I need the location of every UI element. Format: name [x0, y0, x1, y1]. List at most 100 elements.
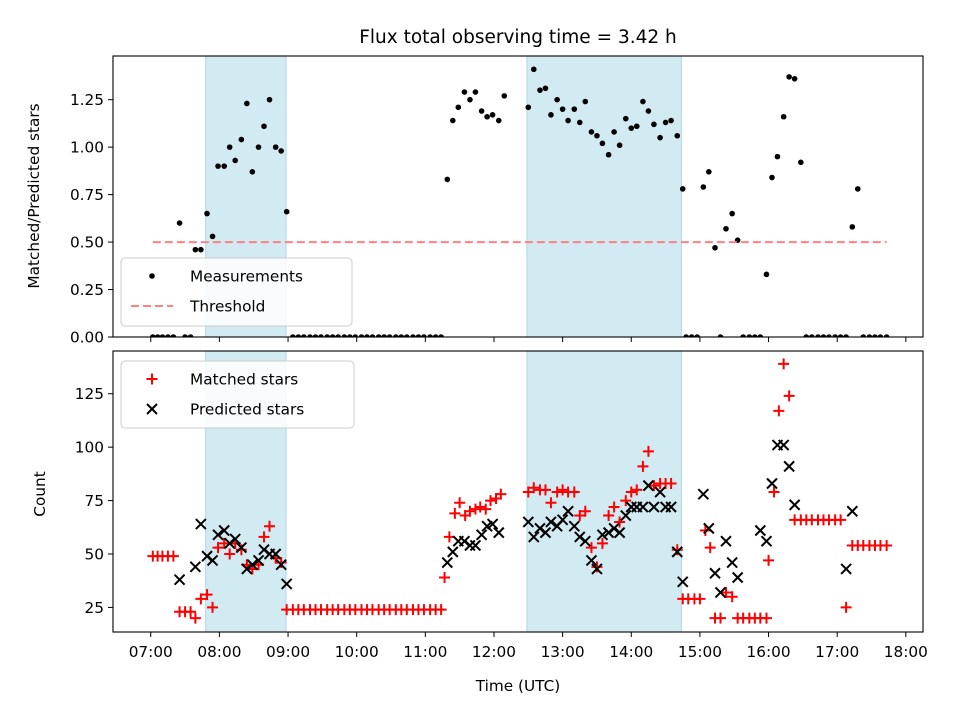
y-tick-label: 50 — [85, 546, 104, 564]
matched-stars-point — [631, 484, 643, 496]
measurements-point — [198, 246, 204, 253]
predicted-stars-point — [642, 479, 655, 492]
matched-stars-point — [579, 505, 591, 517]
measurements-point — [221, 163, 228, 169]
matched-stars-point — [671, 544, 683, 556]
measurements-point — [335, 334, 341, 337]
matched-stars-point — [568, 486, 580, 498]
measurements-point — [808, 334, 815, 337]
predicted-stars-point — [212, 529, 224, 541]
measurements-point — [605, 151, 612, 158]
measurements-point — [674, 132, 681, 139]
measurements-point — [820, 334, 827, 337]
bottom-panel: 07:00 08:00 09:00 10:00 11:00 12:00 13:00 14:00… — [75, 350, 928, 661]
measurements-point — [542, 85, 549, 92]
predicted-stars-point — [275, 558, 287, 571]
predicted-stars-point — [720, 535, 732, 547]
measurements-point — [700, 184, 707, 190]
measurements-point — [525, 104, 532, 111]
predicted-stars-point — [620, 509, 632, 522]
measurements-point — [657, 134, 663, 141]
matched-stars-point — [201, 589, 213, 601]
measurements-point — [537, 87, 543, 93]
y-tick-label: 25 — [85, 599, 104, 617]
matched-stars-point — [768, 486, 780, 498]
predicted-stars-point — [697, 488, 710, 500]
measurements-point — [645, 108, 652, 114]
measurements-point — [295, 334, 302, 337]
measurements-point — [640, 98, 646, 105]
measurements-point — [341, 334, 348, 337]
y-tick-label: 1.00 — [70, 139, 104, 157]
legend-label-predicted-stars: Predicted stars — [190, 401, 304, 419]
measurements-point — [752, 334, 758, 337]
matched-stars-point — [449, 507, 461, 519]
predicted-stars-point — [760, 535, 773, 547]
top-panel: 0.00 0.25 0.50 0.75 1.00 1.25 Measurements Thre… — [70, 55, 924, 347]
measurements-point — [662, 119, 669, 126]
matched-stars-point — [625, 486, 637, 498]
predicted-stars-point — [766, 477, 778, 490]
predicted-stars-point — [677, 576, 689, 588]
matched-stars-point — [614, 516, 626, 528]
measurements-point — [427, 334, 433, 337]
y-tick-label: 0.50 — [70, 234, 104, 252]
measurements-point — [232, 157, 238, 164]
matched-stars-point — [694, 593, 706, 605]
measurements-point — [872, 334, 878, 337]
measurements-point — [159, 334, 166, 337]
measurements-point — [651, 121, 657, 128]
predicted-stars-point — [195, 518, 207, 530]
measurements-point — [843, 334, 849, 337]
predicted-stars-point — [783, 460, 795, 473]
measurements-point — [154, 334, 161, 337]
measurements-point — [688, 334, 695, 337]
matched-stars-point — [218, 537, 230, 549]
predicted-stars-point — [637, 501, 649, 513]
measurements-point — [364, 334, 370, 337]
measurements-point — [244, 100, 250, 107]
measurements-point — [780, 113, 787, 120]
measurements-point — [622, 115, 629, 122]
measurements-point — [706, 169, 712, 175]
measurements-point — [786, 74, 792, 80]
chart-title: Flux total observing time = 3.42 h — [359, 27, 677, 48]
predicted-stars-point — [596, 529, 609, 541]
measurements-point — [815, 334, 821, 337]
y-tick-label: 0.25 — [70, 281, 104, 299]
measurements-point — [386, 334, 393, 337]
measurements-point — [249, 169, 256, 175]
measurements-point — [565, 117, 571, 124]
predicted-stars-point — [464, 539, 476, 552]
measurements-point — [774, 153, 781, 160]
x-axis-label: Time (UTC) — [475, 677, 561, 695]
x-tick-label: 13:00 — [541, 643, 585, 661]
matched-stars-point — [835, 514, 847, 526]
measurements-point — [763, 271, 770, 278]
predicted-stars-point — [777, 439, 790, 451]
y-tick-label: 1.25 — [70, 91, 104, 109]
predicted-stars-point — [556, 514, 569, 526]
predicted-stars-point — [252, 554, 265, 567]
x-tick-label: 08:00 — [197, 643, 241, 661]
predicted-stars-point — [486, 518, 499, 530]
measurements-point — [238, 136, 245, 143]
legend-label-threshold: Threshold — [189, 298, 265, 316]
predicted-stars-point — [788, 499, 801, 511]
measurements-point — [860, 334, 867, 337]
predicted-stars-point — [528, 531, 540, 543]
matched-stars-point — [642, 445, 654, 457]
y-tick-label: 0.00 — [70, 329, 104, 347]
measurements-point — [559, 106, 566, 112]
matched-stars-point — [474, 501, 486, 513]
measurements-point — [837, 334, 844, 337]
measurements-point — [261, 123, 267, 130]
measurements-point — [278, 148, 284, 154]
legend-label-matched-stars: Matched stars — [190, 371, 298, 389]
matched-stars-point — [258, 531, 270, 543]
matched-stars-point — [763, 554, 775, 566]
measurements-point — [358, 334, 365, 337]
matched-stars-point — [760, 612, 772, 624]
measurements-point — [803, 334, 810, 337]
top-axes-frame — [112, 55, 924, 338]
